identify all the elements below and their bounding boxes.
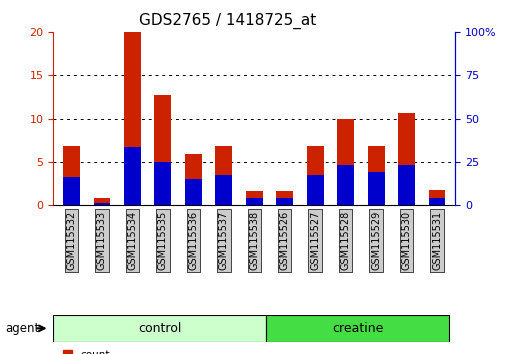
Bar [93, 203, 110, 205]
Bar [337, 165, 354, 205]
Bar [124, 32, 140, 205]
Text: GSM115528: GSM115528 [340, 211, 350, 270]
Bar [215, 175, 232, 205]
Bar [306, 146, 323, 205]
Text: GSM115526: GSM115526 [279, 211, 289, 270]
Text: GSM115531: GSM115531 [431, 211, 441, 270]
Text: GSM115538: GSM115538 [249, 211, 259, 270]
Text: GSM115533: GSM115533 [96, 211, 107, 270]
Text: GSM115529: GSM115529 [371, 211, 380, 270]
Text: control: control [138, 322, 181, 335]
Text: GDS2765 / 1418725_at: GDS2765 / 1418725_at [139, 12, 316, 29]
Bar [428, 190, 444, 205]
Bar [154, 162, 171, 205]
Bar [245, 192, 262, 205]
Bar [184, 179, 201, 205]
Bar [428, 198, 444, 205]
Bar [245, 198, 262, 205]
Text: GSM115532: GSM115532 [66, 211, 76, 270]
Text: agent: agent [5, 322, 39, 335]
Text: GSM115527: GSM115527 [310, 211, 320, 270]
Bar [154, 95, 171, 205]
Text: GSM115530: GSM115530 [401, 211, 411, 270]
Bar [184, 154, 201, 205]
Legend: count, percentile rank within the sample: count, percentile rank within the sample [58, 346, 260, 354]
Bar [215, 146, 232, 205]
Bar [63, 177, 80, 205]
Bar [266, 315, 448, 342]
Bar [397, 165, 414, 205]
Bar [276, 198, 292, 205]
Bar [367, 172, 384, 205]
Bar [276, 192, 292, 205]
Bar [397, 113, 414, 205]
Bar [367, 146, 384, 205]
Text: creatine: creatine [332, 322, 383, 335]
Bar [53, 315, 266, 342]
Text: GSM115536: GSM115536 [188, 211, 198, 270]
Text: GSM115535: GSM115535 [158, 211, 168, 270]
Bar [63, 146, 80, 205]
Text: GSM115534: GSM115534 [127, 211, 137, 270]
Bar [124, 147, 140, 205]
Bar [93, 198, 110, 205]
Text: GSM115537: GSM115537 [218, 211, 228, 270]
Bar [337, 119, 354, 205]
Bar [306, 175, 323, 205]
